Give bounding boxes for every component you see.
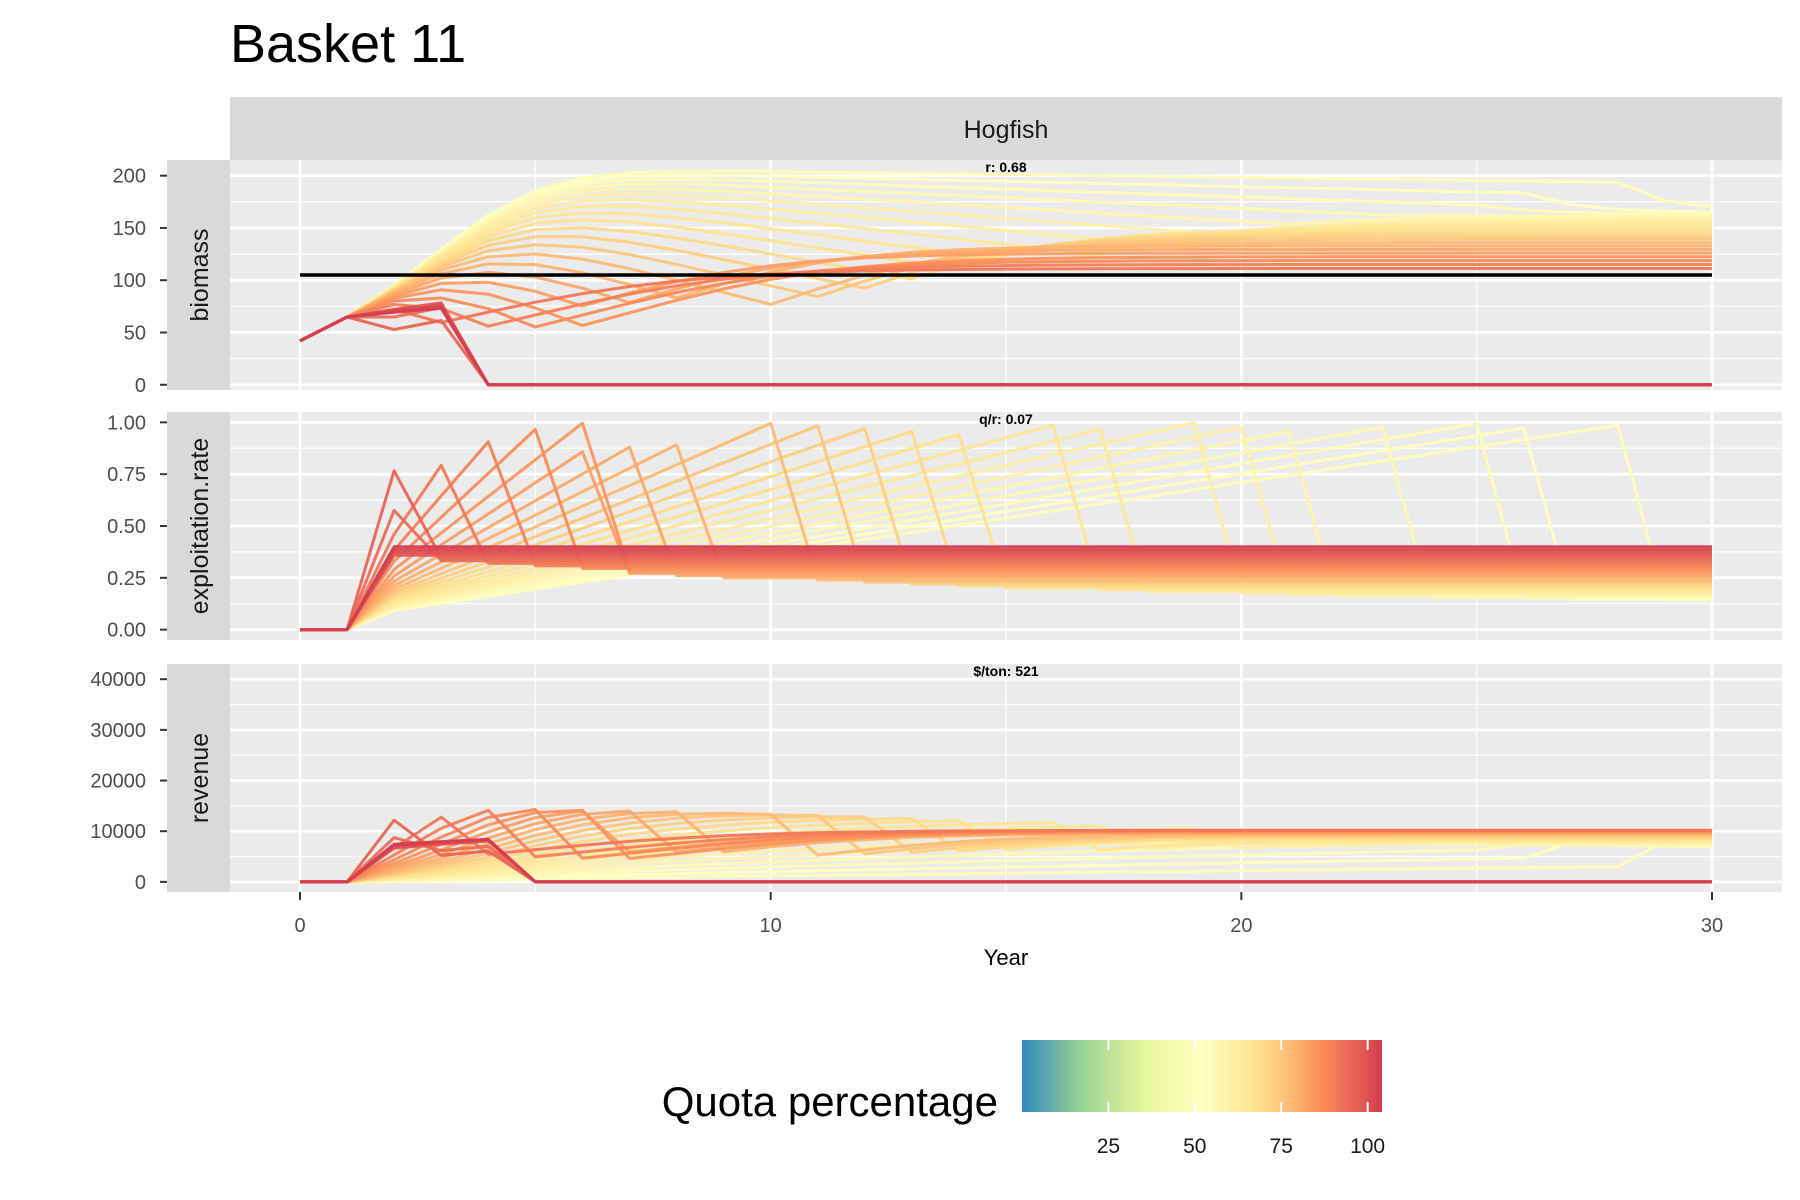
series-line-quota-82 bbox=[299, 255, 1712, 343]
series-line-quota-88 bbox=[300, 815, 1712, 884]
x-tick-label: 30 bbox=[1701, 915, 1723, 937]
series-lines bbox=[299, 169, 1713, 387]
series-line-quota-50 bbox=[300, 426, 1712, 632]
y-tick-label: 40000 bbox=[90, 669, 146, 691]
legend-tick-label: 100 bbox=[1350, 1135, 1385, 1158]
y-tick-label: 100 bbox=[113, 270, 146, 292]
legend-tick-label: 25 bbox=[1097, 1135, 1120, 1158]
y-strip bbox=[167, 412, 230, 640]
series-line-quota-98 bbox=[300, 548, 1712, 632]
x-tick-label: 0 bbox=[294, 915, 305, 937]
legend-tick-label: 50 bbox=[1183, 1135, 1206, 1158]
series-line-quota-82 bbox=[300, 421, 1712, 632]
series-line-quota-72 bbox=[300, 424, 1712, 632]
series-line-quota-94 bbox=[300, 553, 1712, 632]
y-tick-label: 0.50 bbox=[107, 516, 146, 538]
series-line-quota-88 bbox=[300, 463, 1712, 632]
series-line-quota-52 bbox=[299, 177, 1713, 343]
series-line-quota-50 bbox=[299, 173, 1713, 343]
series-line-quota-62 bbox=[300, 427, 1712, 632]
series-line-quota-100 bbox=[300, 837, 1712, 884]
chart-title: Basket 11 bbox=[230, 14, 466, 74]
series-line-quota-100 bbox=[299, 306, 1712, 387]
y-tick-label: 1.00 bbox=[107, 412, 146, 434]
series-line-quota-56 bbox=[299, 187, 1713, 343]
series-lines bbox=[300, 808, 1713, 884]
x-axis-label: Year bbox=[984, 945, 1028, 970]
series-line-quota-62 bbox=[299, 204, 1712, 343]
y-tick-label: 0.00 bbox=[107, 620, 146, 642]
series-line-quota-76 bbox=[300, 443, 1712, 632]
y-axis-label: biomass bbox=[186, 228, 214, 321]
y-tick-label: 200 bbox=[113, 166, 146, 188]
series-line-quota-86 bbox=[299, 263, 1712, 343]
series-line-quota-48 bbox=[299, 169, 1713, 343]
x-axis: 0 10 20 30 bbox=[294, 892, 1723, 937]
series-line-quota-96 bbox=[300, 551, 1712, 632]
series-line-quota-80 bbox=[299, 251, 1712, 343]
series-lines bbox=[300, 421, 1712, 632]
series-line-quota-80 bbox=[300, 450, 1712, 632]
y-strip bbox=[167, 160, 230, 390]
series-line-quota-52 bbox=[300, 421, 1712, 632]
panel-biomass: biomass 0 50 100 150 200 r: 0.68 bbox=[113, 159, 1782, 397]
legend: Quota percentage 25 50 75 100 bbox=[662, 1040, 1385, 1158]
y-tick-label: 30000 bbox=[90, 720, 146, 742]
series-line-quota-50 bbox=[300, 841, 1713, 884]
y-axis-label: revenue bbox=[186, 733, 214, 823]
legend-ticks: 25 50 75 100 bbox=[1097, 1040, 1385, 1158]
series-line-quota-48 bbox=[300, 423, 1712, 632]
series-line-quota-84 bbox=[300, 427, 1712, 632]
series-line-quota-48 bbox=[300, 840, 1713, 884]
facet-label: Hogfish bbox=[964, 116, 1049, 144]
series-line-quota-92 bbox=[300, 469, 1712, 632]
x-tick-label: 20 bbox=[1230, 915, 1252, 937]
y-tick-label: 150 bbox=[113, 218, 146, 240]
series-line-quota-70 bbox=[300, 427, 1712, 632]
panel-exploitation.rate: exploitation.rate 0.00 0.25 0.50 0.75 1.00 q/r… bbox=[107, 411, 1782, 642]
series-line-quota-90 bbox=[300, 508, 1712, 632]
y-tick-label: 10000 bbox=[90, 821, 146, 843]
y-axis-label: exploitation.rate bbox=[186, 438, 214, 615]
panel-annotation: q/r: 0.07 bbox=[979, 411, 1033, 427]
y-tick-label: 0.75 bbox=[107, 464, 146, 486]
series-line-quota-84 bbox=[299, 259, 1712, 343]
y-tick-label: 20000 bbox=[90, 771, 146, 793]
legend-tick-label: 75 bbox=[1270, 1135, 1293, 1158]
series-line-quota-78 bbox=[299, 247, 1712, 343]
series-line-quota-100 bbox=[300, 545, 1712, 632]
y-tick-label: 0.25 bbox=[107, 568, 146, 590]
series-line-quota-54 bbox=[299, 182, 1712, 343]
series-line-quota-76 bbox=[299, 244, 1712, 343]
series-line-quota-74 bbox=[300, 421, 1712, 632]
panel-annotation: $/ton: 521 bbox=[973, 663, 1039, 679]
legend-colorbar bbox=[1022, 1040, 1382, 1112]
y-tick-label: 0 bbox=[135, 375, 146, 397]
y-strip bbox=[167, 664, 230, 892]
series-line-quota-58 bbox=[299, 192, 1712, 343]
panel-revenue: revenue 0 10000 20000 30000 40000 $/ton: 521 bbox=[90, 663, 1782, 894]
legend-title: Quota percentage bbox=[662, 1078, 998, 1125]
y-tick-label: 50 bbox=[124, 323, 146, 345]
series-line-quota-60 bbox=[299, 198, 1712, 343]
panel-annotation: r: 0.68 bbox=[985, 159, 1026, 175]
series-line-quota-52 bbox=[300, 842, 1713, 884]
series-line-quota-78 bbox=[300, 445, 1712, 632]
facet-strip bbox=[230, 97, 1782, 160]
y-tick-label: 0 bbox=[135, 872, 146, 894]
series-line-quota-86 bbox=[300, 440, 1712, 632]
series-line-quota-88 bbox=[299, 267, 1712, 343]
x-tick-label: 10 bbox=[760, 915, 782, 937]
